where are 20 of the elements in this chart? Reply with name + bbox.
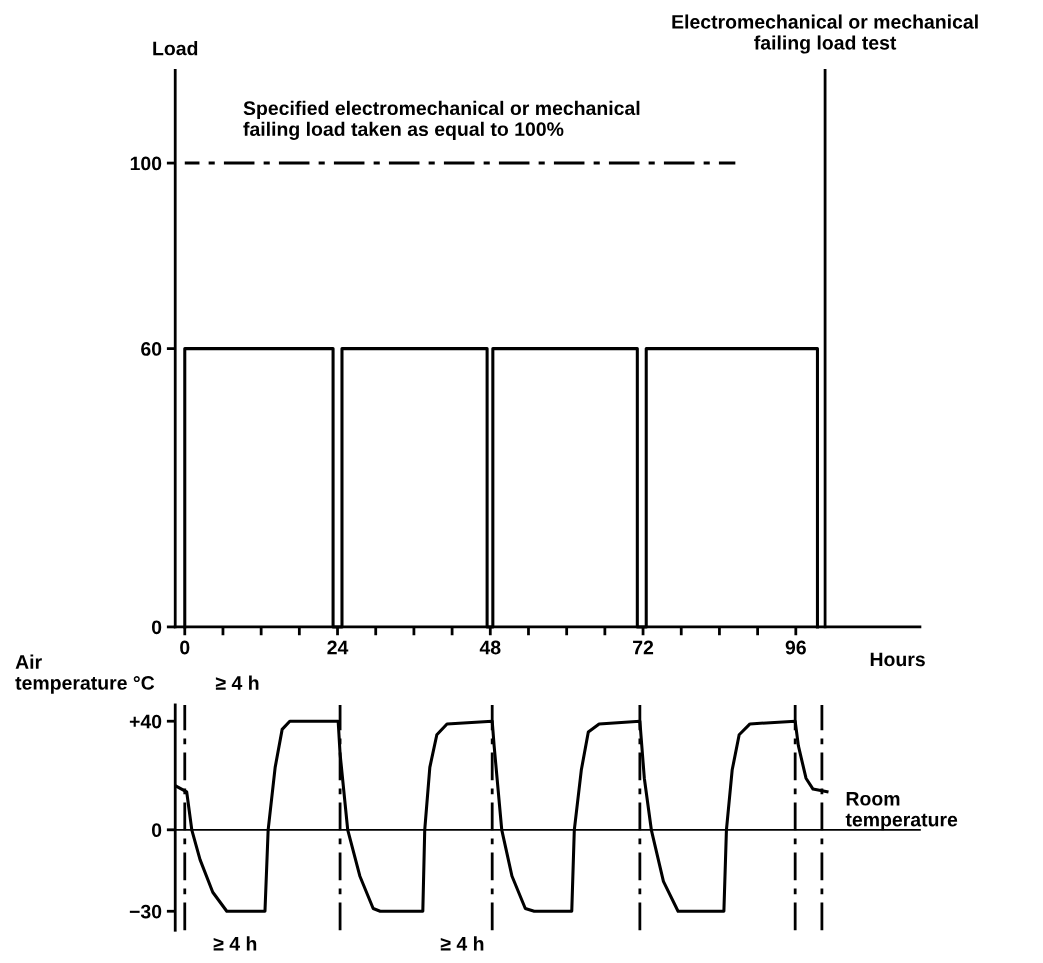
x-tick-label: 0: [180, 640, 190, 655]
annotation: Room temperature: [845, 792, 958, 831]
x-tick-label: 96: [785, 640, 806, 655]
ref-line-label: Electromechanical or mechanical failing load test: [672, 14, 978, 54]
y-tick-label: 60: [141, 342, 162, 356]
x-tick-label: 72: [633, 640, 654, 655]
x-tick-label: 48: [479, 640, 501, 655]
x-tick-label: 24: [327, 640, 349, 655]
text: ≥ 4 h: [213, 936, 257, 951]
annotation: Specified electromechanical or mechanical failing load taken as equal to 100%: [243, 100, 640, 140]
y-tick-label: 0: [151, 823, 162, 838]
x-axis-title: Hours: [870, 652, 925, 667]
text: ≥ 4 h: [440, 936, 484, 951]
text: ≥ 4 h: [215, 675, 259, 690]
y-axis-title: Load: [153, 41, 198, 56]
y-tick-label: 100: [130, 156, 162, 171]
y-axis-title: Air temperature °C: [15, 654, 155, 694]
y-tick-label: +40: [129, 714, 162, 729]
y-tick-label: −30: [129, 904, 162, 919]
y-tick-label: 0: [151, 620, 162, 635]
